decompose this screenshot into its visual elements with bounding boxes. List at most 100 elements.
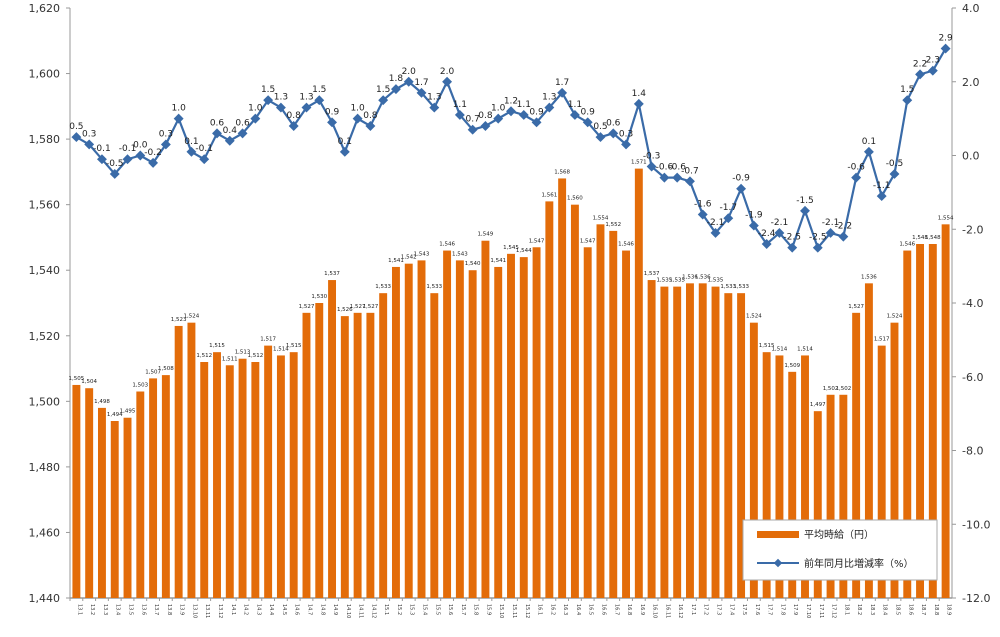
left-tick-label: 1,440 bbox=[29, 592, 61, 605]
bar-value-label: 1,524 bbox=[887, 314, 903, 320]
bar bbox=[136, 391, 145, 598]
line-marker bbox=[122, 154, 133, 165]
bar bbox=[187, 322, 196, 598]
bar bbox=[328, 280, 337, 598]
line-value-label: -1.6 bbox=[694, 200, 712, 210]
x-tick-label: 13.3 bbox=[102, 604, 108, 615]
bar bbox=[251, 362, 260, 598]
bar bbox=[238, 358, 247, 598]
right-tick-label: -10.0 bbox=[962, 518, 990, 531]
line-marker bbox=[863, 146, 874, 157]
bar-value-label: 1,517 bbox=[874, 337, 890, 343]
bar-value-label: 1,543 bbox=[452, 251, 468, 257]
bar bbox=[174, 325, 183, 598]
bar-value-label: 1,540 bbox=[465, 261, 481, 267]
line-marker bbox=[927, 65, 938, 76]
line-value-label: 0.8 bbox=[363, 111, 378, 121]
bar bbox=[711, 286, 720, 598]
bar-value-label: 1,511 bbox=[222, 356, 238, 362]
x-tick-label: 16.6 bbox=[600, 604, 606, 615]
bar bbox=[903, 250, 912, 599]
bar-value-label: 1,533 bbox=[733, 284, 749, 290]
x-tick-label: 16.8 bbox=[626, 604, 632, 615]
bar bbox=[213, 352, 221, 598]
bar bbox=[430, 293, 439, 598]
line-value-label: -2.5 bbox=[783, 233, 801, 243]
x-tick-label: 16.9 bbox=[639, 604, 645, 615]
bar bbox=[225, 365, 234, 598]
bar-value-label: 1,494 bbox=[107, 412, 123, 418]
line-value-label: 0.6 bbox=[606, 118, 621, 128]
x-tick-label: 15.8 bbox=[473, 604, 479, 615]
right-tick-label: 0.0 bbox=[962, 150, 980, 163]
bar-value-label: 1,560 bbox=[567, 196, 583, 202]
left-tick-label: 1,480 bbox=[29, 461, 61, 474]
line-marker bbox=[582, 117, 593, 128]
x-tick-label: 15.11 bbox=[511, 604, 517, 618]
line-marker bbox=[569, 109, 580, 120]
bar-value-label: 1,502 bbox=[835, 386, 851, 392]
bar bbox=[353, 312, 362, 598]
bar-value-label: 1,554 bbox=[938, 215, 954, 221]
line-value-label: 1.3 bbox=[542, 93, 556, 103]
line-marker bbox=[557, 87, 568, 98]
line-value-label: 0.7 bbox=[465, 115, 479, 125]
bar-value-label: 1,541 bbox=[490, 258, 506, 264]
line-value-label: 1.5 bbox=[900, 85, 914, 95]
x-tick-label: 15.12 bbox=[524, 604, 530, 618]
x-tick-label: 17.11 bbox=[818, 604, 824, 618]
line-value-label: -1.5 bbox=[796, 196, 814, 206]
line-value-label: 1.5 bbox=[261, 85, 275, 95]
bar bbox=[443, 250, 452, 599]
x-tick-label: 17.2 bbox=[703, 604, 709, 615]
line-value-label: 0.0 bbox=[133, 141, 148, 151]
bar-value-label: 1,542 bbox=[401, 255, 417, 261]
x-tick-label: 13.7 bbox=[153, 604, 159, 615]
line-marker bbox=[224, 135, 235, 146]
x-tick-label: 14.7 bbox=[306, 604, 312, 615]
bar-value-label: 1,552 bbox=[605, 222, 621, 228]
line-marker bbox=[212, 128, 222, 139]
right-tick-label: -6.0 bbox=[962, 371, 983, 384]
x-tick-label: 18.6 bbox=[907, 604, 913, 615]
line-marker bbox=[531, 117, 542, 128]
left-tick-label: 1,540 bbox=[29, 264, 61, 277]
bar bbox=[507, 253, 515, 599]
x-tick-label: 14.8 bbox=[319, 604, 325, 615]
x-tick-label: 14.4 bbox=[268, 604, 274, 615]
line-value-label: 0.5 bbox=[69, 122, 83, 132]
line-marker bbox=[889, 168, 900, 179]
line-value-label: 0.9 bbox=[325, 107, 340, 117]
line-value-label: 1.3 bbox=[299, 93, 313, 103]
line-marker bbox=[148, 157, 159, 168]
line-marker bbox=[595, 132, 606, 143]
left-tick-label: 1,500 bbox=[29, 395, 61, 408]
bar bbox=[379, 293, 388, 598]
line-value-label: 2.2 bbox=[913, 59, 927, 69]
bar bbox=[724, 293, 733, 598]
line-marker bbox=[838, 231, 849, 242]
bar bbox=[852, 312, 861, 598]
x-tick-label: 17.5 bbox=[741, 604, 747, 615]
line-value-label: -0.7 bbox=[681, 166, 699, 176]
bar-value-label: 1,536 bbox=[682, 274, 698, 280]
line-marker bbox=[173, 113, 184, 124]
bar bbox=[532, 247, 541, 598]
bar bbox=[916, 244, 925, 598]
line-value-label: -0.6 bbox=[847, 163, 865, 173]
bar-value-label: 1,546 bbox=[899, 242, 915, 248]
line-value-label: 2.0 bbox=[440, 67, 455, 77]
x-tick-label: 13.11 bbox=[204, 604, 210, 618]
bar-value-label: 1,536 bbox=[861, 274, 877, 280]
line-value-label: 0.8 bbox=[287, 111, 302, 121]
line-marker bbox=[659, 172, 670, 183]
bar bbox=[302, 312, 311, 598]
line-value-label: 0.1 bbox=[862, 137, 876, 147]
line-value-label: 2.3 bbox=[926, 56, 940, 66]
line-marker bbox=[748, 220, 759, 231]
bar-value-label: 1,514 bbox=[772, 346, 788, 352]
bar-value-label: 1,505 bbox=[69, 376, 85, 382]
bar bbox=[123, 417, 132, 598]
line-marker bbox=[97, 154, 107, 165]
